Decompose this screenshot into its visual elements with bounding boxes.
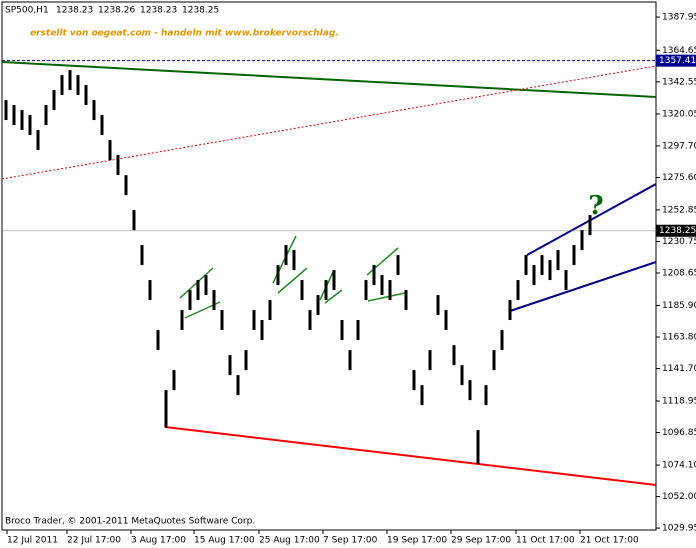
y-tick-label: 1029.95	[662, 524, 696, 534]
x-tick-label: 21 Oct 17:00	[580, 536, 639, 546]
y-tick-label: 1074.10	[662, 461, 696, 471]
y-tick-label: 1275.60	[662, 173, 696, 183]
y-tick-label: 1096.85	[662, 428, 696, 438]
x-tick-label: 3 Aug 17:00	[131, 536, 186, 546]
x-tick-label: 22 Jul 17:00	[67, 536, 121, 546]
y-tick-label: 1141.70	[662, 364, 696, 374]
y-tick-label: 1320.05	[662, 109, 696, 119]
x-tick-label: 19 Sep 17:00	[387, 536, 447, 546]
y-tick-label: 1252.85	[662, 205, 696, 215]
y-tick-label: 1364.65	[662, 46, 696, 56]
plot-frame	[1, 1, 657, 531]
y-tick-label: 1230.75	[662, 237, 696, 247]
y-tick-label: 1052.00	[662, 492, 696, 502]
price-label: 1238.25	[659, 226, 696, 236]
x-tick-label: 15 Aug 17:00	[194, 536, 255, 546]
copyright: Broco Trader, © 2001-2011 MetaQuotes Sof…	[5, 517, 255, 527]
header: SP500,H1 1238.23 1238.26 1238.23 1238.25	[5, 6, 219, 16]
y-tick-label: 1185.90	[662, 301, 696, 311]
y-tick-label: 1118.95	[662, 397, 696, 407]
trendline	[164, 426, 657, 486]
y-tick-label: 1208.65	[662, 268, 696, 278]
watermark: erstellt von oegeat.com - handeln mit ww…	[30, 29, 339, 39]
x-tick-label: 29 Sep 17:00	[451, 536, 511, 546]
annotation: ?	[588, 191, 603, 221]
ohlc-close: 1238.25	[182, 6, 219, 16]
x-tick-label: 25 Aug 17:00	[259, 536, 320, 546]
price-label: 1357.41	[659, 56, 696, 66]
ohlc-high: 1238.26	[98, 6, 135, 16]
price-label-box	[656, 54, 696, 67]
ohlc-open: 1238.23	[56, 6, 93, 16]
y-tick-label: 1342.55	[662, 77, 696, 87]
x-tick-label: 7 Sep 17:00	[323, 536, 378, 546]
trendline	[1, 61, 657, 98]
trendline	[509, 261, 657, 312]
y-tick-label: 1163.80	[662, 333, 696, 343]
y-tick-label: 1387.95	[662, 13, 696, 23]
y-tick-label: 1297.70	[662, 141, 696, 151]
price-label-box	[656, 224, 696, 237]
x-tick-label: 12 Jul 2011	[7, 536, 58, 546]
trendline	[1, 65, 657, 180]
x-tick-label: 11 Oct 17:00	[516, 536, 575, 546]
ohlc-low: 1238.23	[140, 6, 177, 16]
symbol: SP500,H1	[5, 6, 49, 16]
